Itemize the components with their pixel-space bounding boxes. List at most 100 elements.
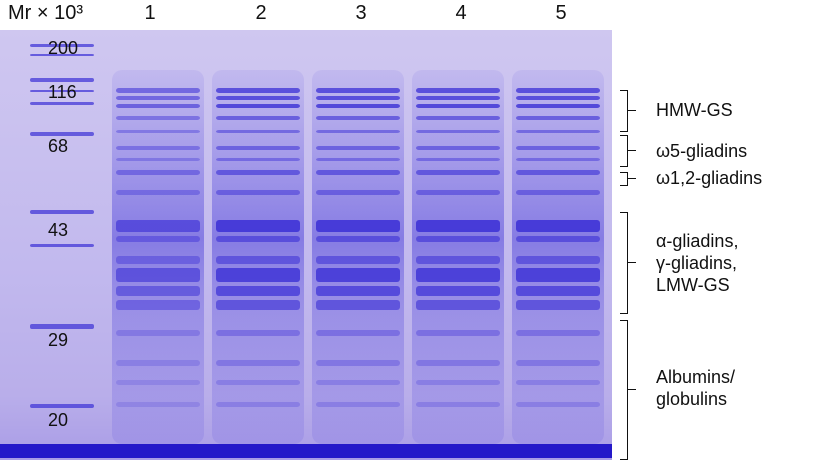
lane-4-band	[416, 300, 500, 310]
lane-4-band	[416, 88, 500, 93]
lane-1-band	[116, 146, 200, 150]
lane-5-band	[516, 158, 600, 161]
lane-4-band	[416, 158, 500, 161]
bracket-omega12	[620, 172, 628, 186]
lane-1-band	[116, 300, 200, 310]
lane-3-band	[316, 130, 400, 133]
lane-3-band	[316, 300, 400, 310]
lane-1-band	[116, 256, 200, 264]
label-omega12-gliadins: ω1,2-gliadins	[656, 168, 763, 188]
bracket-tick-albumins	[627, 389, 636, 390]
lane-3-band	[316, 220, 400, 232]
lane-1-band	[116, 190, 200, 195]
lane-2-band	[216, 268, 300, 282]
marker-band	[30, 78, 94, 82]
lane-3-band	[316, 402, 400, 407]
lane-2-band	[216, 402, 300, 407]
marker-label-116: 116	[48, 82, 77, 102]
label-albumins: Albumins/	[656, 367, 736, 387]
lane-number-1: 1	[144, 2, 156, 24]
lane-5-band	[516, 300, 600, 310]
marker-band	[30, 210, 94, 214]
label-gamma-gliadins: γ-gliadins,	[656, 253, 738, 273]
lane-2-band	[216, 330, 300, 336]
lane-3-band	[316, 286, 400, 296]
label-lmw-gs: LMW-GS	[656, 275, 730, 295]
lane-4-band	[416, 130, 500, 133]
bracket-alpha-gamma-lmw	[620, 212, 628, 314]
lane-number-2: 2	[255, 2, 267, 24]
lane-3-band	[316, 330, 400, 336]
gel-bands	[0, 44, 612, 458]
lane-4-band	[416, 380, 500, 385]
lane-5-band	[516, 116, 600, 120]
lane-5-band	[516, 170, 600, 175]
lane-4-band	[416, 116, 500, 120]
lane-1-band	[116, 360, 200, 366]
lane-4-band	[416, 96, 500, 100]
label-globulins: globulins	[656, 389, 728, 409]
lane-2-band	[216, 190, 300, 195]
lane-3-band	[316, 190, 400, 195]
lane-2-band	[216, 286, 300, 296]
lane-2-band	[216, 380, 300, 385]
lane-3-band	[316, 104, 400, 108]
bracket-hmw-gs	[620, 90, 628, 132]
label-hmw-gs: HMW-GS	[656, 100, 733, 120]
marker-band	[30, 324, 94, 329]
bracket-albumins	[620, 320, 628, 460]
lane-5-band	[516, 286, 600, 296]
marker-label-20: 20	[48, 410, 69, 430]
lane-5-band	[516, 236, 600, 242]
lane-3-band	[316, 96, 400, 100]
lane-4-band	[416, 286, 500, 296]
lane-3-band	[316, 158, 400, 161]
marker-label-43: 43	[48, 220, 69, 240]
lane-2-band	[216, 256, 300, 264]
lane-2-band	[216, 96, 300, 100]
lane-1-band	[116, 286, 200, 296]
lane-4-band	[416, 170, 500, 175]
lane-2-band	[216, 130, 300, 133]
lane-smear-1	[112, 70, 204, 444]
lane-4-band	[416, 330, 500, 336]
lane-2-band	[216, 104, 300, 108]
lane-5-band	[516, 190, 600, 195]
marker-label-200: 200	[48, 38, 79, 58]
lane-2-band	[216, 116, 300, 120]
lane-1-band	[116, 88, 200, 93]
bracket-tick-omega5	[627, 150, 636, 151]
lane-3-band	[316, 146, 400, 150]
bracket-omega5	[620, 135, 628, 167]
lane-5-band	[516, 88, 600, 93]
lane-1-band	[116, 402, 200, 407]
lane-1-band	[116, 116, 200, 120]
lane-3-band	[316, 360, 400, 366]
lane-3-band	[316, 256, 400, 264]
lane-3-band	[316, 170, 400, 175]
marker-band	[30, 132, 94, 136]
lane-5-band	[516, 130, 600, 133]
lane-5-band	[516, 380, 600, 385]
marker-axis-title: Mr × 10³	[8, 2, 84, 24]
lane-4-band	[416, 146, 500, 150]
lane-1-band	[116, 158, 200, 161]
lane-4-band	[416, 402, 500, 407]
lane-5-band	[516, 268, 600, 282]
marker-label-29: 29	[48, 330, 69, 350]
lane-5-band	[516, 360, 600, 366]
lane-number-4: 4	[455, 2, 467, 24]
lane-4-band	[416, 190, 500, 195]
bracket-tick-omega12	[627, 178, 636, 179]
lane-1-band	[116, 330, 200, 336]
lane-number-3: 3	[355, 2, 367, 24]
lane-5-band	[516, 96, 600, 100]
marker-band	[30, 90, 94, 92]
marker-label-68: 68	[48, 136, 69, 156]
lane-5-band	[516, 146, 600, 150]
marker-band	[30, 54, 94, 56]
lane-2-band	[216, 88, 300, 93]
lane-4-band	[416, 360, 500, 366]
lane-1-band	[116, 380, 200, 385]
lane-3-band	[316, 88, 400, 93]
